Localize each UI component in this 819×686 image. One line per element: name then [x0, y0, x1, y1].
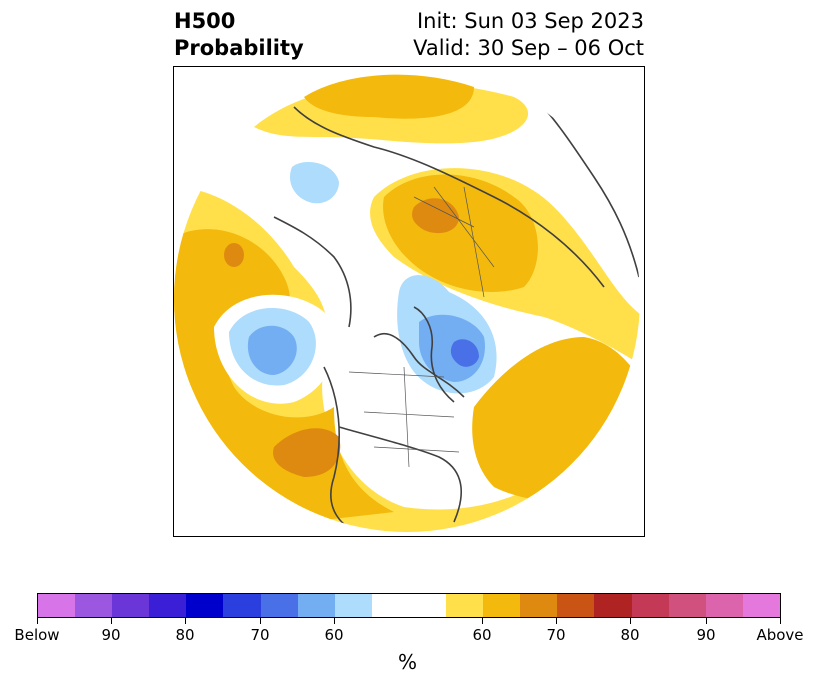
title-variable: H500	[174, 9, 236, 33]
colorbar-segment	[631, 594, 669, 617]
below-region-greenland-dark	[450, 339, 479, 367]
colorbar-segment	[557, 594, 595, 617]
map-title: H500 Probability	[174, 8, 304, 62]
below-region-asia	[289, 162, 339, 204]
colorbar-segment	[149, 594, 187, 617]
colorbar-tick-label: Below	[14, 626, 60, 644]
colorbar-segment	[334, 594, 372, 617]
colorbar-tick	[37, 618, 38, 624]
colorbar-tick	[111, 618, 112, 624]
colorbar-tick-label: 80	[175, 626, 195, 644]
colorbar-tick	[334, 618, 335, 624]
colorbar-segment	[112, 594, 150, 617]
colorbar-tick	[185, 618, 186, 624]
colorbar-tick-label: 70	[546, 626, 566, 644]
colorbar-segment	[260, 594, 298, 617]
colorbar-segment	[705, 594, 743, 617]
forecast-dates: Init: Sun 03 Sep 2023 Valid: 30 Sep – 06…	[413, 8, 644, 62]
above-region-gold-north	[304, 74, 474, 119]
colorbar-tick-label: Above	[756, 626, 804, 644]
colorbar-tick-label: 80	[620, 626, 640, 644]
colorbar-tick-label: 60	[472, 626, 492, 644]
above-region-orange-pacific	[273, 428, 341, 477]
colorbar-tick-label: 60	[324, 626, 344, 644]
colorbar-segment	[186, 594, 224, 617]
title-product: Probability	[174, 36, 304, 60]
polar-probability-map	[173, 66, 645, 537]
map-svg	[174, 67, 640, 532]
colorbar-unit: %	[398, 650, 418, 674]
colorbar-tick-label: 90	[696, 626, 716, 644]
colorbar-tick	[630, 618, 631, 624]
colorbar-segment	[594, 594, 632, 617]
above-region-orange-russia	[412, 198, 459, 234]
colorbar-segment	[297, 594, 335, 617]
colorbar-segment	[371, 594, 409, 617]
above-region-orange-small	[224, 243, 244, 267]
borders	[348, 186, 495, 468]
colorbar-segment	[668, 594, 706, 617]
probability-colorbar	[37, 593, 781, 618]
colorbar-segment	[742, 594, 780, 617]
init-date: Init: Sun 03 Sep 2023	[416, 9, 644, 33]
colorbar-tick	[780, 618, 781, 624]
colorbar-tick	[260, 618, 261, 624]
valid-date: Valid: 30 Sep – 06 Oct	[413, 36, 644, 60]
below-region-pacific-mid	[247, 325, 297, 375]
colorbar-tick	[482, 618, 483, 624]
colorbar-segment	[520, 594, 558, 617]
colorbar-tick	[706, 618, 707, 624]
colorbar-segment	[408, 594, 447, 617]
colorbar-segment	[38, 594, 76, 617]
colorbar-segment	[446, 594, 484, 617]
colorbar-tick-label: 90	[101, 626, 121, 644]
colorbar-segment	[483, 594, 521, 617]
colorbar-segment	[75, 594, 113, 617]
colorbar-segment	[223, 594, 261, 617]
colorbar-tick-label: 70	[250, 626, 270, 644]
colorbar-tick	[556, 618, 557, 624]
